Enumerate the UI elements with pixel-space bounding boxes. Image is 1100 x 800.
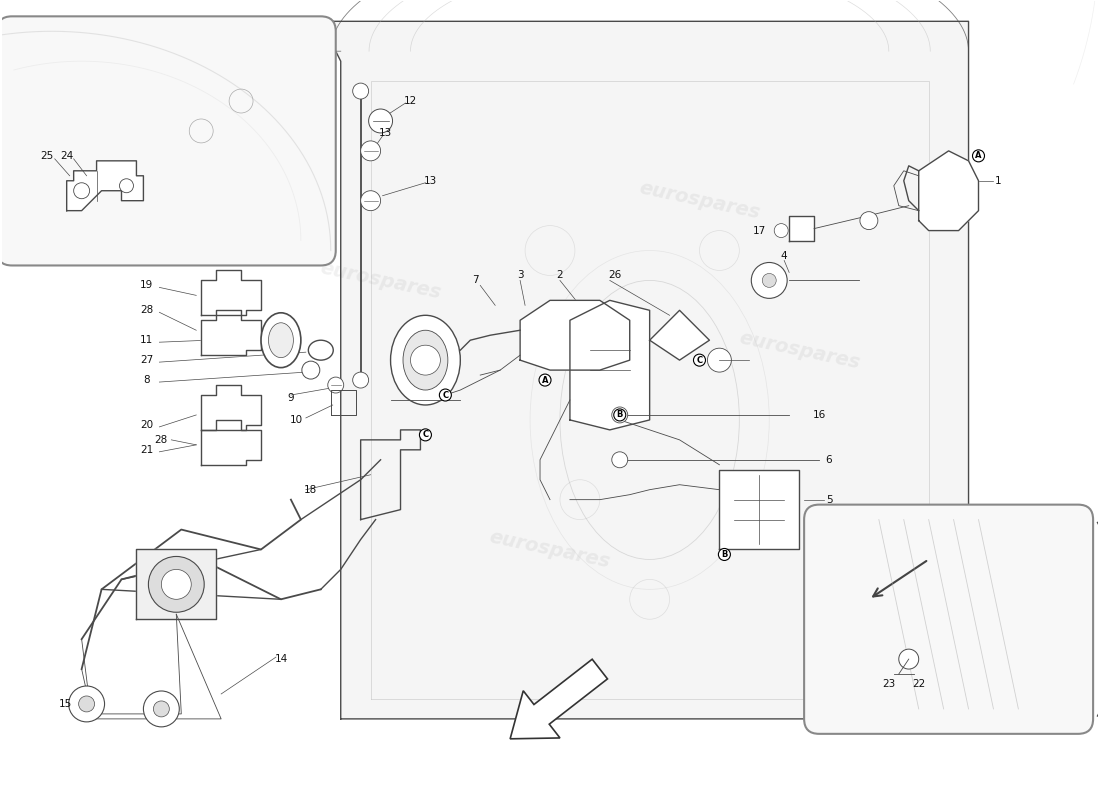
Text: 4: 4: [781, 250, 788, 261]
Circle shape: [148, 557, 205, 612]
Ellipse shape: [268, 322, 294, 358]
Text: C: C: [696, 356, 703, 365]
Circle shape: [353, 83, 369, 99]
Text: 20: 20: [140, 420, 153, 430]
Circle shape: [301, 361, 320, 379]
Circle shape: [707, 348, 732, 372]
FancyBboxPatch shape: [804, 505, 1093, 734]
FancyBboxPatch shape: [0, 16, 336, 266]
Text: C: C: [442, 390, 449, 399]
Text: 5: 5: [826, 494, 833, 505]
Text: 14: 14: [274, 654, 287, 664]
Text: 13: 13: [378, 128, 393, 138]
Polygon shape: [201, 385, 261, 430]
Ellipse shape: [308, 340, 333, 360]
Text: 18: 18: [305, 485, 318, 494]
Circle shape: [353, 372, 369, 388]
Text: 22: 22: [912, 679, 925, 689]
Text: eurospares: eurospares: [637, 178, 762, 223]
Text: 24: 24: [60, 151, 74, 161]
Text: eurospares: eurospares: [737, 328, 861, 372]
Polygon shape: [719, 470, 799, 550]
Text: 26: 26: [608, 270, 622, 281]
Circle shape: [143, 691, 179, 727]
Circle shape: [774, 224, 789, 238]
Circle shape: [612, 407, 628, 423]
Text: 25: 25: [40, 151, 54, 161]
Circle shape: [74, 182, 89, 198]
Polygon shape: [331, 22, 968, 719]
Circle shape: [68, 686, 104, 722]
Text: 8: 8: [143, 375, 150, 385]
Polygon shape: [201, 310, 261, 355]
Text: 1: 1: [996, 176, 1002, 186]
Text: B: B: [722, 550, 727, 559]
Text: C: C: [422, 430, 429, 439]
Polygon shape: [201, 420, 261, 465]
Text: 28: 28: [140, 306, 153, 315]
Text: 19: 19: [140, 280, 153, 290]
FancyArrow shape: [510, 659, 607, 739]
Text: 21: 21: [140, 445, 153, 455]
Text: 13: 13: [424, 176, 437, 186]
Text: A: A: [976, 151, 982, 160]
Text: 7: 7: [472, 275, 478, 286]
Circle shape: [153, 701, 169, 717]
Text: eurospares: eurospares: [487, 527, 613, 571]
Circle shape: [899, 649, 918, 669]
Text: A: A: [542, 375, 548, 385]
Text: 27: 27: [140, 355, 153, 365]
Polygon shape: [201, 270, 261, 315]
Circle shape: [368, 109, 393, 133]
Text: B: B: [617, 410, 623, 419]
Text: 16: 16: [813, 410, 826, 420]
Ellipse shape: [261, 313, 301, 368]
Circle shape: [361, 141, 381, 161]
Text: 28: 28: [155, 435, 168, 445]
Polygon shape: [136, 550, 217, 619]
Text: 3: 3: [517, 270, 524, 281]
Circle shape: [612, 452, 628, 468]
Ellipse shape: [403, 330, 448, 390]
Text: 2: 2: [557, 270, 563, 281]
Circle shape: [751, 262, 788, 298]
Circle shape: [328, 377, 343, 393]
Polygon shape: [520, 300, 629, 370]
Text: 9: 9: [287, 393, 294, 403]
Polygon shape: [570, 300, 650, 430]
Circle shape: [762, 274, 777, 287]
Text: 12: 12: [404, 96, 417, 106]
Circle shape: [860, 212, 878, 230]
Polygon shape: [67, 161, 143, 210]
Circle shape: [78, 696, 95, 712]
Text: 10: 10: [289, 415, 302, 425]
Ellipse shape: [390, 315, 460, 405]
Text: 17: 17: [752, 226, 766, 235]
Text: 11: 11: [140, 335, 153, 346]
Polygon shape: [650, 310, 710, 360]
Circle shape: [410, 345, 440, 375]
Text: 15: 15: [58, 699, 72, 709]
Circle shape: [162, 570, 191, 599]
Text: eurospares: eurospares: [318, 258, 443, 302]
Circle shape: [361, 190, 381, 210]
Text: 6: 6: [826, 454, 833, 465]
Polygon shape: [789, 216, 814, 241]
Circle shape: [120, 178, 133, 193]
Text: 23: 23: [882, 679, 895, 689]
Polygon shape: [918, 151, 979, 230]
